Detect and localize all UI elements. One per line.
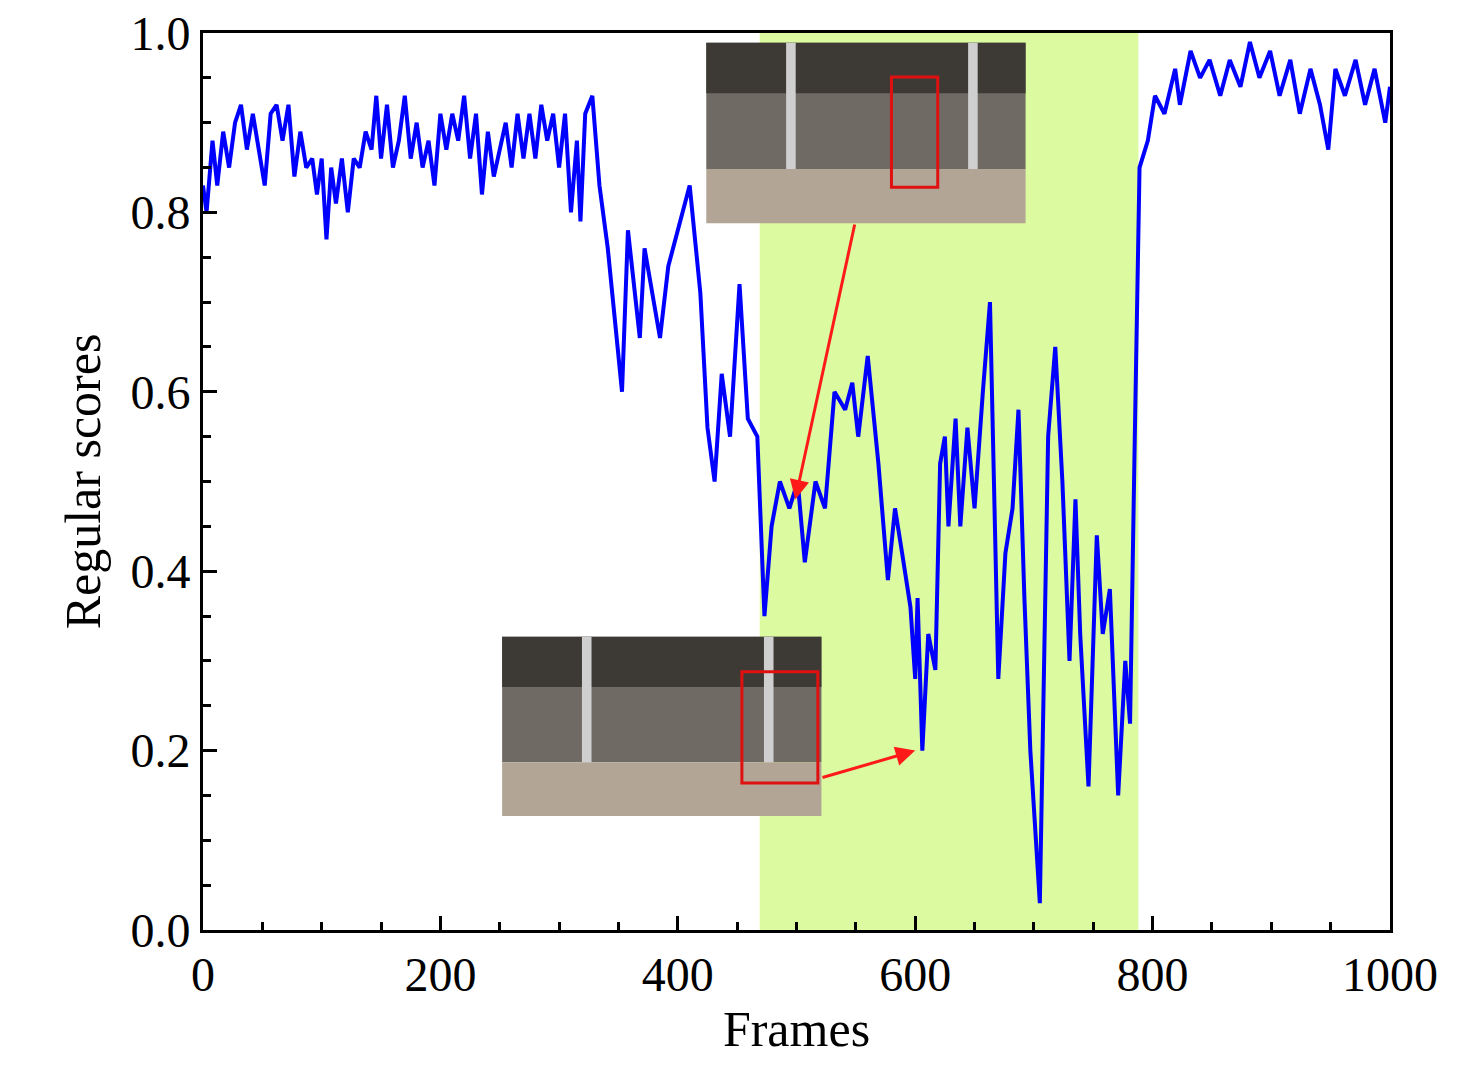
svg-text:Frames: Frames <box>723 1001 870 1057</box>
svg-text:600: 600 <box>879 948 951 1001</box>
svg-text:0.2: 0.2 <box>130 724 190 777</box>
svg-text:0.8: 0.8 <box>130 186 190 239</box>
svg-text:0.6: 0.6 <box>130 366 190 419</box>
svg-text:200: 200 <box>404 948 476 1001</box>
svg-text:800: 800 <box>1117 948 1189 1001</box>
svg-text:1.0: 1.0 <box>130 7 190 60</box>
svg-text:400: 400 <box>642 948 714 1001</box>
svg-text:0.4: 0.4 <box>130 545 190 598</box>
svg-text:0.0: 0.0 <box>130 904 190 957</box>
svg-text:Regular scores: Regular scores <box>55 334 111 630</box>
svg-text:1000: 1000 <box>1342 948 1438 1001</box>
svg-text:0: 0 <box>191 948 215 1001</box>
